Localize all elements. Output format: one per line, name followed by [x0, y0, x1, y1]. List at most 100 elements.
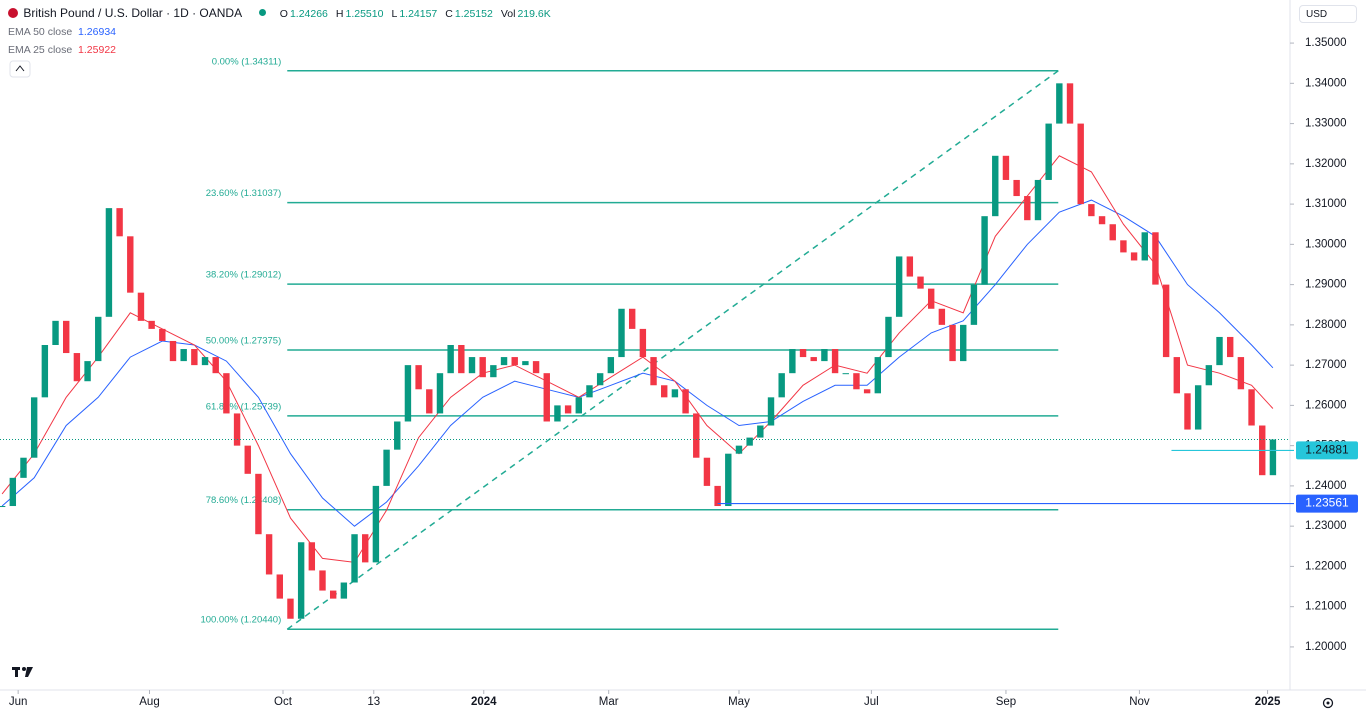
- settings-icon[interactable]: [1322, 697, 1334, 709]
- x-tick-label: Oct: [274, 696, 293, 708]
- candle: [511, 357, 518, 366]
- y-tick-label: 1.35000: [1305, 37, 1347, 49]
- fib-label: 23.60% (1.31037): [206, 188, 282, 199]
- candle: [458, 345, 465, 374]
- candle: [1237, 357, 1245, 390]
- ohlc: O 1.24266 H 1.25510 L 1.24157 C 1.25152 Vol 219.6…: [280, 8, 559, 20]
- candle: [159, 328, 166, 341]
- candle: [1152, 232, 1159, 285]
- candle: [778, 373, 785, 398]
- candle: [394, 421, 401, 450]
- candle: [1184, 393, 1191, 430]
- fib-trend-line: [286, 70, 1059, 630]
- x-tick-label: Jun: [9, 696, 28, 708]
- candle: [201, 357, 209, 366]
- flag-icon: [8, 8, 18, 18]
- x-tick-label: Jul: [864, 696, 879, 708]
- ohlc-value: 219.6K: [517, 8, 551, 20]
- symbol-title: British Pound / U.S. Dollar · 1D · OANDA: [23, 6, 243, 20]
- candle: [725, 453, 732, 507]
- legend-name: EMA 50 close: [8, 26, 73, 38]
- legend-value: 1.26934: [78, 26, 117, 38]
- legend-value: 1.25922: [78, 44, 117, 56]
- candle: [703, 457, 711, 486]
- candle: [992, 155, 999, 217]
- ohlc-key: Vol: [500, 8, 516, 20]
- candle: [212, 357, 219, 374]
- candle: [981, 216, 988, 285]
- ohlc-value: 1.25152: [454, 8, 493, 20]
- candle: [607, 357, 615, 374]
- candle: [426, 389, 433, 414]
- candle: [1045, 123, 1052, 180]
- candle: [9, 477, 17, 507]
- collapse-icon: [15, 65, 25, 72]
- candle: [297, 542, 305, 619]
- x-tick-label: Aug: [139, 696, 159, 708]
- candle: [735, 445, 743, 454]
- collapse-button[interactable]: [9, 60, 31, 78]
- candle: [1162, 284, 1170, 358]
- candle: [415, 365, 422, 390]
- fib-label: 61.80% (1.25739): [206, 401, 282, 412]
- candle: [468, 357, 476, 374]
- fib-label: 0.00% (1.34311): [212, 56, 282, 67]
- candle: [842, 373, 849, 375]
- candle: [180, 349, 187, 362]
- candle: [479, 357, 486, 378]
- candle: [639, 328, 647, 358]
- candle: [767, 397, 775, 426]
- candle: [661, 385, 668, 398]
- candle: [383, 449, 390, 486]
- candle: [757, 425, 764, 438]
- price-tag: [1296, 494, 1358, 513]
- candle: [404, 365, 412, 422]
- candle: [618, 308, 625, 358]
- candle: [191, 349, 198, 366]
- y-tick-label: 1.24000: [1305, 480, 1347, 492]
- candle: [308, 542, 316, 571]
- candle: [789, 349, 796, 374]
- price-tag-label: 1.24881: [1305, 443, 1349, 457]
- fib-label: 38.20% (1.29012): [206, 270, 282, 281]
- symbol-header: British Pound / U.S. Dollar · 1D · OANDA…: [8, 6, 561, 20]
- candle: [564, 405, 572, 414]
- ohlc-key: L: [391, 8, 398, 20]
- candle: [1098, 216, 1106, 225]
- candle: [1173, 357, 1181, 394]
- x-tick-label: Nov: [1129, 696, 1150, 708]
- candle: [554, 405, 561, 422]
- candle: [586, 385, 593, 398]
- ema-line: [1, 199, 1274, 527]
- candle: [1013, 179, 1020, 197]
- ohlc-key: O: [279, 8, 288, 20]
- y-tick-label: 1.34000: [1305, 77, 1347, 89]
- candle: [799, 349, 807, 358]
- candle: [490, 365, 497, 378]
- candle: [895, 256, 903, 317]
- candle: [650, 357, 657, 386]
- y-tick-label: 1.22000: [1305, 560, 1347, 572]
- y-tick-label: 1.21000: [1305, 601, 1347, 613]
- candle: [276, 574, 283, 599]
- candle: [853, 373, 860, 390]
- x-tick-label: May: [728, 696, 750, 708]
- candle: [63, 320, 70, 354]
- candle: [927, 288, 935, 309]
- legend-name: EMA 25 close: [8, 44, 73, 56]
- candle: [265, 534, 273, 575]
- candle: [372, 485, 380, 563]
- candle: [105, 208, 113, 317]
- ohlc-key: H: [335, 8, 344, 20]
- x-tick-label: 2025: [1255, 696, 1281, 708]
- candle: [351, 534, 358, 583]
- ohlc-value: 1.24157: [399, 8, 438, 20]
- currency-select[interactable]: USD: [1299, 5, 1357, 23]
- tv-logo: [12, 667, 33, 677]
- candle: [1024, 196, 1031, 221]
- candle: [746, 437, 753, 446]
- y-tick-label: 1.28000: [1305, 319, 1347, 331]
- fib-label: 50.00% (1.27375): [206, 336, 282, 347]
- candle: [682, 389, 689, 414]
